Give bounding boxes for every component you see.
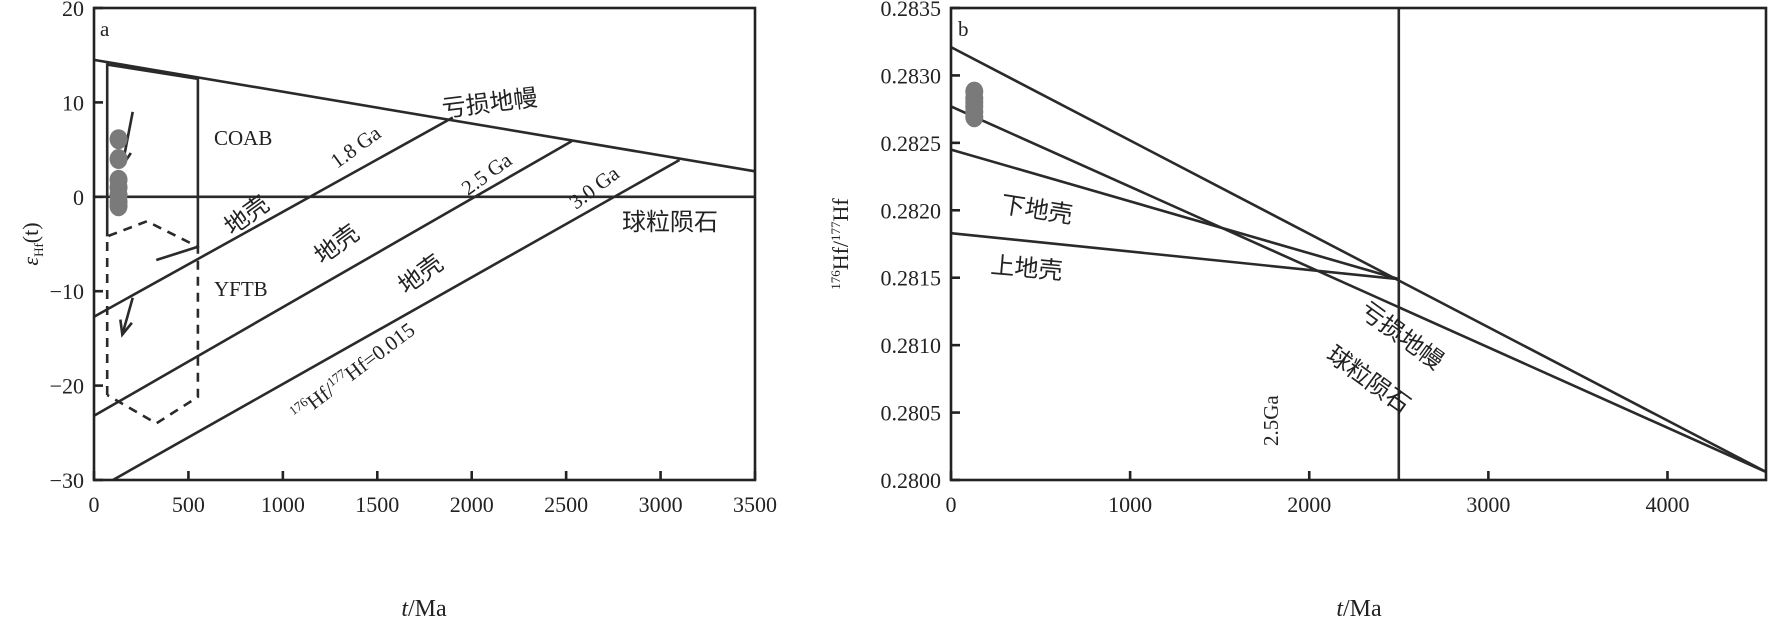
y-tick-label: −30 [50, 468, 84, 493]
panel-a-frame [92, 6, 757, 482]
series-line-1 [93, 58, 756, 173]
yftb-label: YFTB [214, 277, 268, 301]
panel-a-label: a [100, 17, 110, 41]
x-tick-label: 3000 [639, 492, 683, 517]
panel-a-plot-area [93, 58, 756, 482]
panel-b: b 0 1000 2000 3000 4000 0.2835 0.2830 0.2825 0.2… [828, 0, 1768, 622]
field-arrow-2 [121, 297, 134, 335]
y-tick-label: 10 [62, 90, 84, 115]
x-tick-label: 2000 [450, 492, 494, 517]
data-point [109, 129, 128, 150]
label-3-0ga: 3.0 Ga [565, 161, 625, 214]
panel-b-label: b [958, 17, 969, 41]
x-tick-label: 1000 [1108, 492, 1152, 517]
chondrite-label-a: 球粒陨石 [622, 209, 718, 236]
crust-label-2: 地壳 [310, 220, 365, 270]
y-tick-label: −20 [50, 374, 84, 399]
data-point [109, 196, 128, 217]
y-tick-label: 0.2800 [881, 468, 942, 493]
depleted-mantle-label-a: 亏损地幔 [440, 84, 539, 122]
panel-a-x-axis-label: t/Ma [401, 596, 447, 622]
panel-b-frame [949, 6, 1768, 482]
panel-a: a 0 500 1000 1500 2000 2500 3000 3500 20 10 0 −10 −2… [18, 0, 777, 622]
panel-b-plot-area [950, 8, 1767, 480]
y-tick-label: 0.2820 [881, 198, 942, 223]
chondrite-label-b: 球粒陨石 [1321, 341, 1415, 419]
coab-label: COAB [214, 126, 272, 150]
crust-label-3: 地壳 [394, 250, 449, 300]
x-tick-label: 0 [946, 492, 957, 517]
data-point [965, 107, 984, 128]
crust-label-1: 地壳 [220, 191, 275, 241]
label-2-5ga: 2.5 Ga [457, 147, 517, 200]
label-2-5ga-b: 2.5Ga [1259, 395, 1283, 446]
y-tick-label: 0.2825 [881, 131, 942, 156]
panel-b-ticks: 0 1000 2000 3000 4000 0.2835 0.2830 0.2825 0.282… [881, 0, 1690, 517]
data-point [109, 149, 128, 170]
x-tick-label: 3500 [733, 492, 777, 517]
series-line-3 [93, 116, 454, 318]
series-line-4 [950, 231, 1399, 281]
x-tick-label: 4000 [1645, 492, 1689, 517]
y-tick-label: 0.2810 [881, 333, 942, 358]
y-tick-label: 0.2815 [881, 266, 942, 291]
coab-field-outline [105, 63, 200, 262]
field-arrow-head-2 [119, 319, 133, 338]
upper-crust-label: 上地壳 [989, 252, 1063, 285]
y-tick-label: 0.2805 [881, 401, 942, 426]
x-tick-label: 1000 [261, 492, 305, 517]
x-tick-label: 0 [89, 492, 100, 517]
series-line-2 [950, 105, 1767, 474]
x-tick-label: 3000 [1466, 492, 1510, 517]
x-tick-label: 2000 [1287, 492, 1331, 517]
y-tick-label: −10 [50, 279, 84, 304]
y-tick-label: 0.2830 [881, 63, 942, 88]
panel-a-y-axis-label: εHf(t) [18, 222, 46, 265]
x-tick-label: 500 [172, 492, 205, 517]
panel-a-ticks: 0 500 1000 1500 2000 2500 3000 3500 20 10 0 −10 −20 −… [50, 0, 777, 517]
x-tick-label: 2500 [544, 492, 588, 517]
y-tick-label: 0 [73, 185, 84, 210]
series-line-5 [112, 158, 681, 482]
label-1-8ga: 1.8 Ga [326, 120, 386, 173]
y-tick-label: 0.2835 [881, 0, 942, 21]
y-tick-label: 20 [62, 0, 84, 21]
series-line-3 [950, 148, 1400, 281]
x-tick-label: 1500 [355, 492, 399, 517]
panel-b-y-axis-label: 176Hf/177Hf [828, 198, 853, 290]
panel-b-x-axis-label: t/Ma [1336, 596, 1382, 622]
lower-crust-label: 下地壳 [999, 191, 1074, 229]
yftb-field-outline [105, 219, 200, 425]
series-line-1 [950, 45, 1767, 474]
series-line-4 [93, 139, 573, 417]
